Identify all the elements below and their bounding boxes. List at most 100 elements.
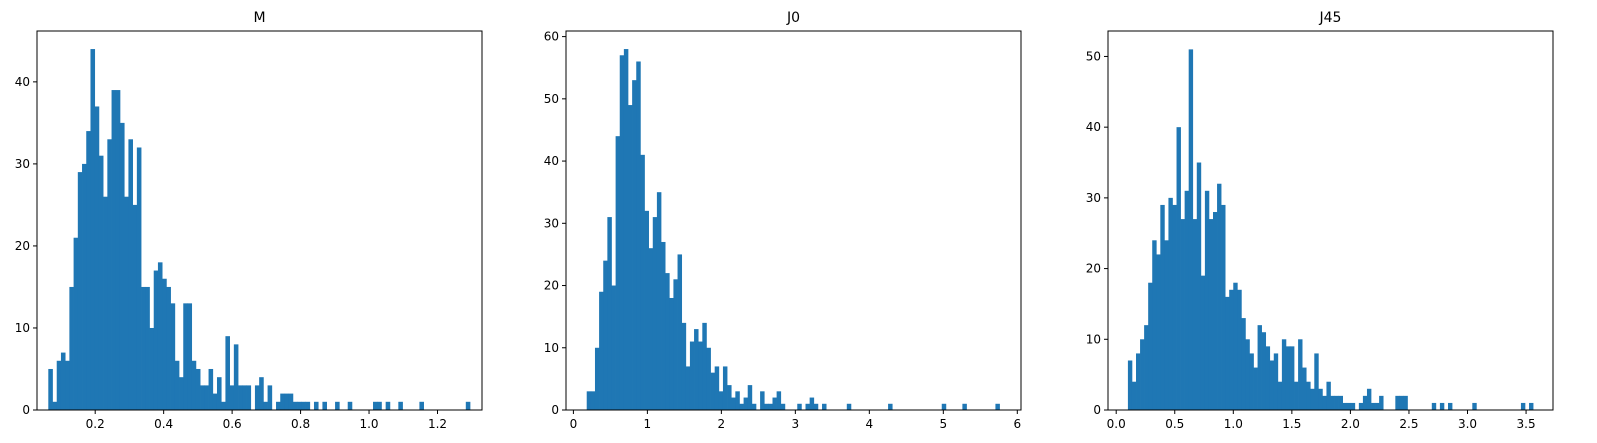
histogram-bar: [267, 385, 273, 410]
histogram-bar: [141, 286, 146, 410]
histogram-bar: [764, 403, 769, 410]
histogram-bar: [86, 131, 91, 410]
histogram-bar: [103, 196, 108, 410]
histogram-bar: [225, 336, 230, 410]
histogram-bar: [1172, 204, 1177, 410]
histogram-bar: [1362, 395, 1368, 410]
histogram-bar: [385, 401, 391, 410]
histogram-bar: [297, 401, 302, 410]
histogram-bar: [1229, 289, 1234, 410]
chart-title: J0: [786, 10, 800, 26]
histogram-bar: [1200, 275, 1206, 410]
histogram-bar: [685, 366, 691, 410]
y-tick-label: 40: [1086, 120, 1101, 134]
histogram-bar: [1152, 240, 1157, 410]
histogram-bar: [1302, 367, 1307, 410]
x-tick-label: 2: [718, 417, 726, 431]
histogram-bar: [1289, 346, 1295, 410]
x-tick-label: 2.5: [1399, 417, 1418, 431]
histogram-bar: [1257, 325, 1262, 410]
histogram-bar: [809, 397, 815, 410]
histogram-bar: [628, 105, 633, 410]
x-tick-label: 0: [570, 417, 578, 431]
histogram-bar: [797, 403, 802, 410]
chart-title: J45: [1319, 10, 1342, 26]
histogram-bar: [1164, 240, 1169, 410]
histogram-bar: [157, 262, 163, 410]
y-tick-label: 30: [1086, 191, 1101, 205]
histogram-bar: [656, 192, 662, 410]
histogram-bar: [1366, 388, 1372, 410]
histogram-bar: [636, 61, 641, 411]
histogram-bar: [1237, 289, 1242, 410]
histogram-bar: [640, 154, 645, 410]
bars: [1127, 49, 1534, 410]
y-tick-label: 20: [1086, 262, 1101, 276]
histogram-bar: [1204, 190, 1210, 410]
histogram-bar: [1265, 346, 1271, 410]
histogram-bar: [731, 397, 736, 410]
histogram-bar: [1160, 204, 1165, 410]
y-tick-label: 0: [1093, 403, 1101, 417]
histogram-bar: [136, 147, 142, 411]
histogram-bar: [1273, 353, 1279, 410]
histogram-bar: [221, 401, 226, 410]
histogram-bar: [735, 391, 740, 410]
histogram-bar: [661, 241, 666, 410]
x-tick-label: 5: [939, 417, 947, 431]
histogram-bar: [652, 217, 658, 410]
histogram-bar: [170, 303, 176, 410]
histogram-bar: [1176, 127, 1181, 410]
histogram-bar: [710, 372, 716, 410]
histogram-bar: [694, 329, 699, 410]
histogram-bar: [722, 366, 728, 410]
histogram-bar: [1217, 183, 1222, 410]
x-tick-label: 2.0: [1341, 417, 1360, 431]
histogram-bar: [681, 322, 687, 410]
histogram-bar: [1208, 219, 1214, 410]
histogram-bar: [111, 90, 117, 410]
histogram-bar: [145, 286, 150, 410]
histogram-bar: [242, 385, 247, 410]
histogram-bar: [1269, 360, 1275, 410]
histogram-bar: [1233, 282, 1238, 410]
histogram-bar: [90, 49, 96, 411]
histogram-bar: [941, 403, 947, 410]
histogram-bar: [94, 106, 100, 410]
x-tick-label: 0.8: [291, 417, 310, 431]
histogram-bar: [335, 401, 340, 410]
histogram-panel-m: 0.2 0.4 0.6 0.8 1.0 1.2 0 10 20 30 40 M: [15, 10, 483, 431]
x-tick-label: 3.5: [1517, 417, 1536, 431]
x-tick-label: 1.5: [1282, 417, 1301, 431]
histogram-bar: [760, 391, 765, 410]
histogram-bar: [65, 360, 70, 410]
histogram-bar: [69, 286, 74, 410]
histogram-bar: [611, 285, 616, 410]
histogram-bar: [888, 403, 893, 410]
x-tick-label: 6: [1013, 417, 1021, 431]
axes-frame: [565, 30, 1022, 411]
y-tick-label: 0: [22, 403, 30, 417]
histogram-panel-j45: 0.0 0.5 1.0 1.5 2.0 2.5 3.0 3.5 0 10 20 30 40 50 J45: [1086, 10, 1554, 431]
histogram-bar: [1140, 339, 1145, 410]
histogram-bar: [594, 347, 600, 410]
histogram-bar: [706, 347, 711, 410]
histogram-bar: [419, 401, 424, 410]
histogram-bar: [702, 322, 707, 410]
histogram-bar: [1330, 395, 1335, 410]
x-tick-label: 1: [644, 417, 652, 431]
histogram-bar: [1342, 402, 1348, 410]
histogram-bar: [751, 403, 757, 410]
histogram-bar: [183, 303, 188, 410]
histogram-bar: [56, 360, 62, 410]
y-tick-label: 30: [544, 216, 559, 230]
histogram-bar: [677, 254, 683, 410]
histogram-bar: [607, 217, 612, 410]
histogram-bar: [1322, 395, 1327, 410]
histogram-bar: [212, 393, 218, 410]
histogram-bar: [1448, 402, 1453, 410]
histogram-bar: [698, 341, 703, 410]
histogram-bar: [48, 368, 53, 410]
x-tick-label: 1.0: [1224, 417, 1243, 431]
histogram-bar: [780, 403, 786, 410]
